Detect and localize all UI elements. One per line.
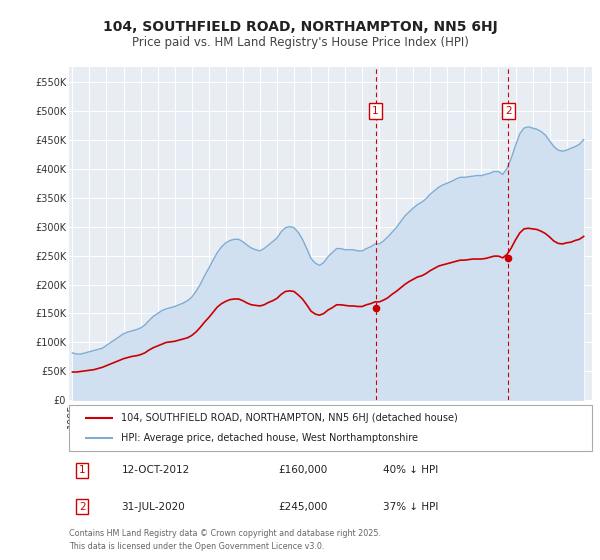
Text: £160,000: £160,000 <box>278 465 328 475</box>
Text: 1: 1 <box>372 106 379 116</box>
FancyBboxPatch shape <box>69 405 592 451</box>
Text: 2: 2 <box>79 502 85 511</box>
Text: £245,000: £245,000 <box>278 502 328 511</box>
Text: Price paid vs. HM Land Registry's House Price Index (HPI): Price paid vs. HM Land Registry's House … <box>131 36 469 49</box>
Text: 37% ↓ HPI: 37% ↓ HPI <box>383 502 438 511</box>
Text: 2: 2 <box>505 106 512 116</box>
Text: 12-OCT-2012: 12-OCT-2012 <box>121 465 190 475</box>
Text: Contains HM Land Registry data © Crown copyright and database right 2025.
This d: Contains HM Land Registry data © Crown c… <box>69 529 381 550</box>
Text: 40% ↓ HPI: 40% ↓ HPI <box>383 465 438 475</box>
Text: 1: 1 <box>79 465 85 475</box>
Text: 31-JUL-2020: 31-JUL-2020 <box>121 502 185 511</box>
Text: 104, SOUTHFIELD ROAD, NORTHAMPTON, NN5 6HJ (detached house): 104, SOUTHFIELD ROAD, NORTHAMPTON, NN5 6… <box>121 413 458 423</box>
Text: 104, SOUTHFIELD ROAD, NORTHAMPTON, NN5 6HJ: 104, SOUTHFIELD ROAD, NORTHAMPTON, NN5 6… <box>103 20 497 34</box>
Text: HPI: Average price, detached house, West Northamptonshire: HPI: Average price, detached house, West… <box>121 433 418 443</box>
